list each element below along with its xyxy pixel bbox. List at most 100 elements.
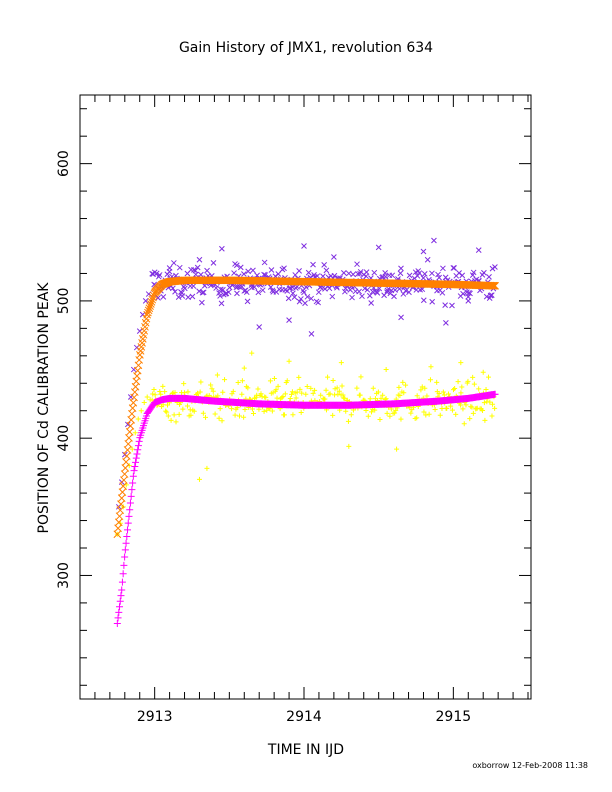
- y-axis-label: POSITION OF Cd CALIBRATION PEAK: [36, 282, 52, 534]
- data-point: [320, 273, 326, 280]
- data-point: [124, 519, 132, 527]
- data-point: [400, 379, 406, 385]
- data-point: [380, 392, 386, 398]
- data-point: [172, 288, 178, 295]
- data-point: [158, 391, 164, 397]
- data-point: [312, 387, 318, 393]
- data-point: [340, 270, 347, 276]
- data-point: [141, 399, 147, 405]
- data-point: [116, 603, 124, 611]
- data-point: [449, 407, 455, 413]
- data-point: [204, 465, 210, 471]
- data-point: [330, 412, 336, 418]
- data-point: [135, 416, 141, 422]
- data-point: [428, 364, 434, 370]
- data-point: [356, 288, 362, 295]
- data-point: [347, 287, 354, 293]
- data-point: [298, 410, 304, 416]
- data-point: [210, 260, 217, 266]
- data-point: [275, 383, 281, 389]
- data-point: [439, 289, 446, 296]
- data-point: [354, 385, 360, 391]
- data-point: [190, 267, 197, 273]
- data-point: [290, 290, 296, 297]
- data-point: [234, 283, 241, 290]
- data-point: [398, 314, 404, 321]
- data-point: [427, 377, 433, 383]
- data-point: [420, 275, 427, 281]
- data-point: [198, 271, 204, 278]
- data-point: [392, 410, 398, 416]
- data-point: [441, 392, 447, 398]
- data-point: [325, 374, 331, 380]
- data-point: [203, 414, 209, 420]
- data-point: [125, 512, 133, 520]
- data-point: [126, 499, 134, 507]
- data-point: [396, 384, 402, 390]
- data-point: [375, 389, 381, 395]
- data-point: [471, 381, 477, 387]
- data-point: [179, 293, 186, 299]
- data-point: [286, 285, 293, 292]
- data-point: [492, 405, 498, 411]
- data-point: [239, 391, 245, 397]
- data-point: [118, 586, 126, 594]
- data-point: [255, 289, 262, 296]
- data-point: [363, 269, 370, 275]
- data-point: [268, 267, 275, 273]
- y-tick-label: 600: [56, 150, 72, 177]
- data-point: [400, 291, 407, 297]
- data-point: [143, 310, 152, 319]
- data-point: [269, 408, 275, 414]
- data-point: [218, 300, 225, 307]
- data-point: [291, 294, 298, 300]
- data-point: [414, 415, 420, 421]
- data-point: [406, 272, 413, 279]
- data-point: [393, 407, 399, 413]
- data-point: [114, 614, 122, 622]
- data-point: [476, 386, 482, 392]
- data-point: [269, 287, 276, 294]
- data-point: [414, 273, 421, 279]
- data-point: [327, 391, 333, 397]
- data-point: [376, 285, 383, 292]
- data-point: [142, 298, 149, 304]
- data-point: [331, 254, 337, 260]
- data-point: [383, 367, 389, 373]
- data-point: [363, 408, 369, 414]
- data-point: [491, 390, 499, 398]
- data-point: [245, 268, 252, 275]
- data-point: [255, 386, 261, 392]
- data-point: [293, 395, 299, 401]
- data-point: [389, 272, 396, 279]
- data-point: [198, 379, 204, 385]
- data-point: [219, 418, 225, 424]
- data-point: [329, 293, 336, 300]
- data-point: [449, 302, 455, 309]
- x-axis-label: TIME IN IJD: [267, 742, 344, 758]
- data-point: [153, 270, 160, 277]
- data-point: [215, 393, 221, 399]
- data-point: [181, 285, 188, 292]
- data-point: [222, 377, 228, 383]
- data-point: [359, 293, 365, 300]
- data-point: [282, 391, 288, 397]
- data-point: [414, 393, 420, 399]
- data-point: [416, 270, 423, 276]
- data-point: [445, 391, 451, 397]
- data-point: [406, 289, 412, 296]
- data-point: [256, 406, 262, 412]
- data-point: [261, 408, 267, 414]
- data-point: [437, 412, 443, 418]
- data-point: [480, 408, 486, 414]
- data-point: [453, 411, 459, 417]
- data-point: [419, 384, 425, 390]
- data-point: [334, 385, 340, 391]
- data-point: [463, 402, 469, 408]
- data-point: [116, 597, 124, 605]
- data-point: [181, 390, 187, 396]
- data-point: [262, 272, 269, 278]
- data-point: [398, 416, 404, 422]
- data-point: [131, 462, 139, 470]
- data-point: [375, 244, 382, 251]
